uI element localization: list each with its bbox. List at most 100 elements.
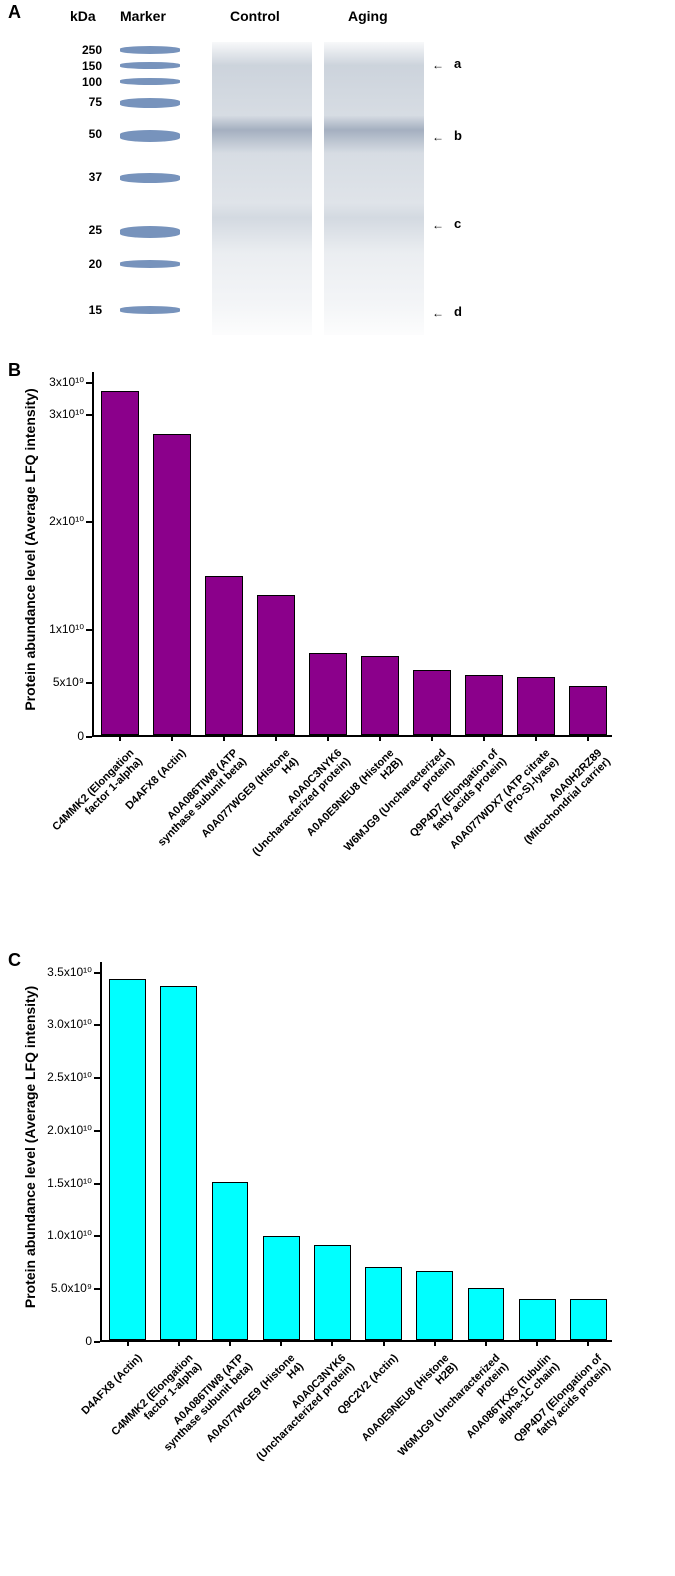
xtick-mark — [587, 1340, 589, 1346]
xtick-mark — [587, 735, 589, 741]
ytick-mark — [94, 1024, 100, 1026]
bar — [309, 653, 346, 735]
bar — [314, 1245, 351, 1340]
marker-band — [120, 130, 180, 142]
lane-header-control: Control — [230, 8, 280, 24]
band-annotation-letter: c — [454, 216, 461, 231]
xtick-mark — [229, 1340, 231, 1346]
bar — [413, 670, 450, 735]
kda-header: kDa — [70, 8, 96, 24]
bar — [153, 434, 190, 735]
marker-band — [120, 78, 180, 85]
bar — [365, 1267, 402, 1340]
marker-band — [120, 260, 180, 268]
ytick-mark — [94, 1341, 100, 1343]
band-annotation-letter: a — [454, 56, 461, 71]
ytick-mark — [94, 1077, 100, 1079]
marker-lane — [110, 28, 190, 343]
ytick-label: 0 — [32, 729, 84, 743]
control-lane — [208, 28, 316, 343]
control-smear — [212, 42, 312, 335]
xtick-mark — [127, 1340, 129, 1346]
xtick-mark — [383, 1340, 385, 1346]
lane-header-marker: Marker — [120, 8, 166, 24]
bar — [465, 675, 502, 735]
ytick-label: 2.0x10¹⁰ — [40, 1123, 92, 1137]
band-arrow: ← — [432, 306, 444, 320]
bar — [257, 595, 294, 735]
kda-label: 75 — [66, 95, 102, 109]
xtick-mark — [434, 1340, 436, 1346]
chart-b: BProtein abundance level (Average LFQ in… — [0, 360, 675, 950]
plot-area — [92, 372, 612, 737]
xtick-mark — [327, 735, 329, 741]
ytick-label: 1x10¹⁰ — [32, 622, 84, 636]
plot-area — [100, 962, 612, 1342]
ytick-label: 5.0x10⁹ — [40, 1281, 92, 1295]
bar — [160, 986, 197, 1340]
ytick-mark — [86, 382, 92, 384]
ytick-label: 1.0x10¹⁰ — [40, 1228, 92, 1242]
ytick-mark — [94, 1183, 100, 1185]
bar — [212, 1182, 249, 1340]
figure-root: A kDa Marker Control Aging 2501501007550… — [0, 0, 675, 1560]
xtick-mark — [535, 735, 537, 741]
marker-band — [120, 98, 180, 108]
ytick-label: 2x10¹⁰ — [32, 514, 84, 528]
bar — [569, 686, 606, 735]
marker-band — [120, 306, 180, 314]
ytick-mark — [94, 1235, 100, 1237]
band-annotation-letter: b — [454, 128, 462, 143]
band-arrow: ← — [432, 58, 444, 72]
ytick-label: 3.0x10¹⁰ — [40, 1017, 92, 1031]
marker-band — [120, 173, 180, 183]
kda-label: 100 — [66, 75, 102, 89]
xtick-mark — [178, 1340, 180, 1346]
aging-smear — [324, 42, 424, 335]
panel-label: B — [8, 360, 21, 381]
band-arrow: ← — [432, 218, 444, 232]
ytick-label: 2.5x10¹⁰ — [40, 1070, 92, 1084]
bar — [468, 1288, 505, 1340]
bar — [263, 1236, 300, 1341]
ytick-mark — [86, 629, 92, 631]
kda-label: 50 — [66, 127, 102, 141]
gel-area — [110, 28, 440, 343]
xtick-mark — [483, 735, 485, 741]
panel-label: C — [8, 950, 21, 971]
kda-label: 37 — [66, 170, 102, 184]
ytick-label: 1.5x10¹⁰ — [40, 1176, 92, 1190]
aging-lane — [320, 28, 428, 343]
bar — [101, 391, 138, 735]
bar — [109, 979, 146, 1340]
ytick-label: 3.5x10¹⁰ — [40, 965, 92, 979]
xtick-mark — [431, 735, 433, 741]
ytick-mark — [86, 682, 92, 684]
kda-label: 250 — [66, 43, 102, 57]
kda-label: 150 — [66, 59, 102, 73]
xtick-mark — [119, 735, 121, 741]
xtick-mark — [536, 1340, 538, 1346]
bar — [205, 576, 242, 735]
xtick-mark — [485, 1340, 487, 1346]
marker-band — [120, 46, 180, 54]
xtick-mark — [331, 1340, 333, 1346]
band-annotation-letter: d — [454, 304, 462, 319]
kda-label: 15 — [66, 303, 102, 317]
gel-panel: kDa Marker Control Aging 250 150 100 75 50 37… — [0, 0, 675, 360]
ytick-label: 5x10⁹ — [32, 675, 84, 689]
ytick-label: 3x10¹⁰ — [32, 375, 84, 389]
ytick-mark — [86, 521, 92, 523]
lane-header-aging: Aging — [348, 8, 388, 24]
bar — [519, 1299, 556, 1340]
ytick-label: 3x10¹⁰ — [32, 407, 84, 421]
xtick-mark — [280, 1340, 282, 1346]
ytick-mark — [94, 972, 100, 974]
ytick-mark — [94, 1130, 100, 1132]
bar — [570, 1299, 607, 1340]
xtick-mark — [379, 735, 381, 741]
band-arrow: ← — [432, 130, 444, 144]
ytick-mark — [86, 736, 92, 738]
marker-band — [120, 62, 180, 69]
xtick-mark — [275, 735, 277, 741]
